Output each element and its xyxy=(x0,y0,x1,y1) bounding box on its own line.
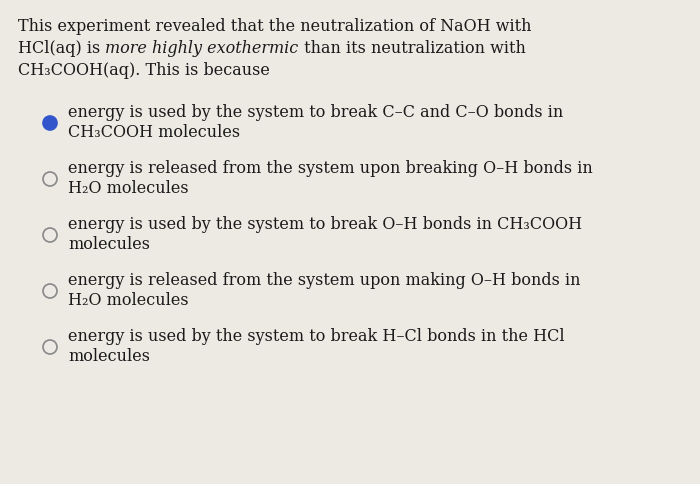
Circle shape xyxy=(43,285,57,298)
Text: energy is used by the system to break O–H bonds in CH₃COOH: energy is used by the system to break O–… xyxy=(68,215,582,232)
Text: CH₃COOH molecules: CH₃COOH molecules xyxy=(68,124,240,141)
Circle shape xyxy=(43,228,57,242)
Text: energy is used by the system to break C–C and C–O bonds in: energy is used by the system to break C–… xyxy=(68,104,564,121)
Text: H₂O molecules: H₂O molecules xyxy=(68,180,188,197)
Text: HCl(aq) is: HCl(aq) is xyxy=(18,40,106,57)
Circle shape xyxy=(43,340,57,354)
Text: This experiment revealed that the neutralization of NaOH with: This experiment revealed that the neutra… xyxy=(18,18,531,35)
Circle shape xyxy=(43,117,57,131)
Text: energy is released from the system upon making O–H bonds in: energy is released from the system upon … xyxy=(68,272,580,288)
Text: energy is used by the system to break H–Cl bonds in the HCl: energy is used by the system to break H–… xyxy=(68,327,565,344)
Text: energy is released from the system upon breaking O–H bonds in: energy is released from the system upon … xyxy=(68,160,593,177)
Text: molecules: molecules xyxy=(68,348,150,364)
Text: than its neutralization with: than its neutralization with xyxy=(299,40,526,57)
Text: molecules: molecules xyxy=(68,236,150,253)
Text: CH₃COOH(aq). This is because: CH₃COOH(aq). This is because xyxy=(18,62,270,79)
Text: more highly exothermic: more highly exothermic xyxy=(106,40,299,57)
Text: H₂O molecules: H₂O molecules xyxy=(68,291,188,308)
Circle shape xyxy=(43,173,57,187)
